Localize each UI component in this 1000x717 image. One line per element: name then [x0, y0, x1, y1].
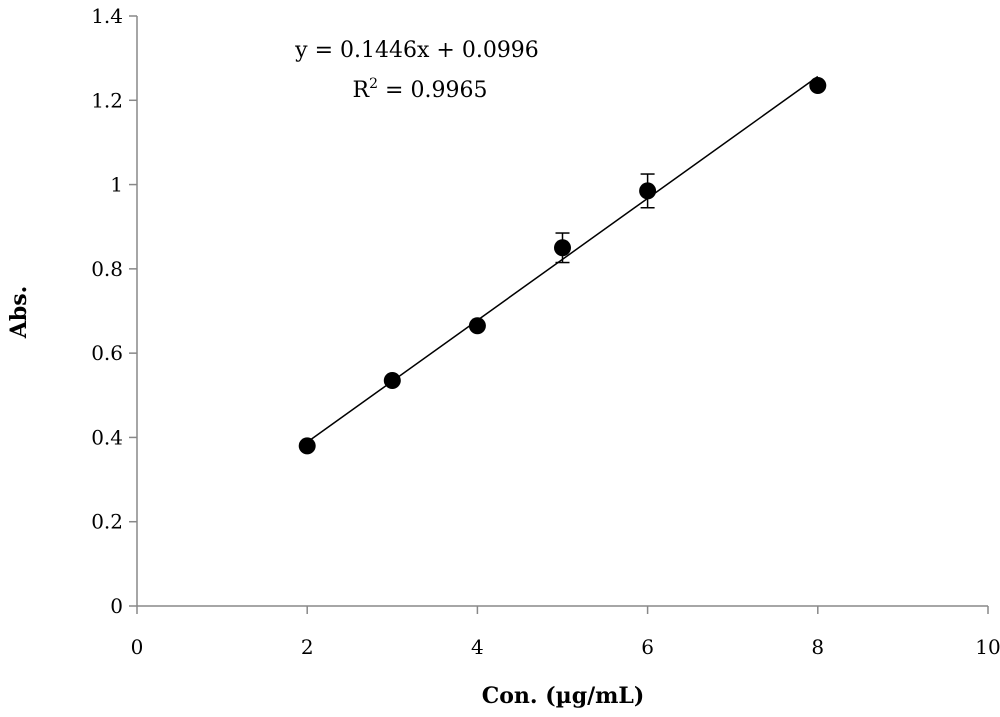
x-tick-label: 2	[301, 635, 314, 659]
y-tick-label: 1.4	[91, 4, 123, 28]
y-tick-label: 0.2	[91, 510, 123, 534]
x-axis-title: Con. (µg/mL)	[482, 683, 645, 709]
data-point	[639, 182, 657, 200]
y-tick-label: 1	[110, 173, 123, 197]
x-tick-label: 0	[131, 635, 144, 659]
data-point	[468, 317, 486, 335]
r-squared-value: = 0.9965	[378, 78, 487, 103]
r-squared-superscript: 2	[369, 76, 378, 92]
r-squared-label: R2 = 0.9965	[353, 76, 488, 103]
equation-label: y = 0.1446x + 0.0996	[294, 38, 539, 63]
ticks: 0 0.2 0.4 0.6 0.8 1 1.2 1.4 0 2 4 6 8 10	[91, 4, 1000, 659]
y-axis-title: Abs.	[6, 286, 32, 340]
x-tick-label: 10	[975, 635, 1000, 659]
x-tick-label: 8	[811, 635, 824, 659]
x-tick-label: 6	[641, 635, 654, 659]
data-point	[383, 372, 401, 390]
y-tick-label: 0.6	[91, 341, 123, 365]
y-tick-label: 0.8	[91, 257, 123, 281]
data-point	[298, 437, 316, 455]
r-squared-prefix: R	[353, 78, 371, 103]
y-tick-label: 0	[110, 594, 123, 618]
data-point	[809, 77, 827, 95]
data-point	[554, 239, 571, 257]
y-tick-label: 0.4	[91, 425, 123, 449]
data-points	[298, 77, 827, 455]
x-tick-label: 4	[471, 635, 484, 659]
axes	[136, 16, 988, 607]
y-tick-label: 1.2	[91, 88, 123, 112]
